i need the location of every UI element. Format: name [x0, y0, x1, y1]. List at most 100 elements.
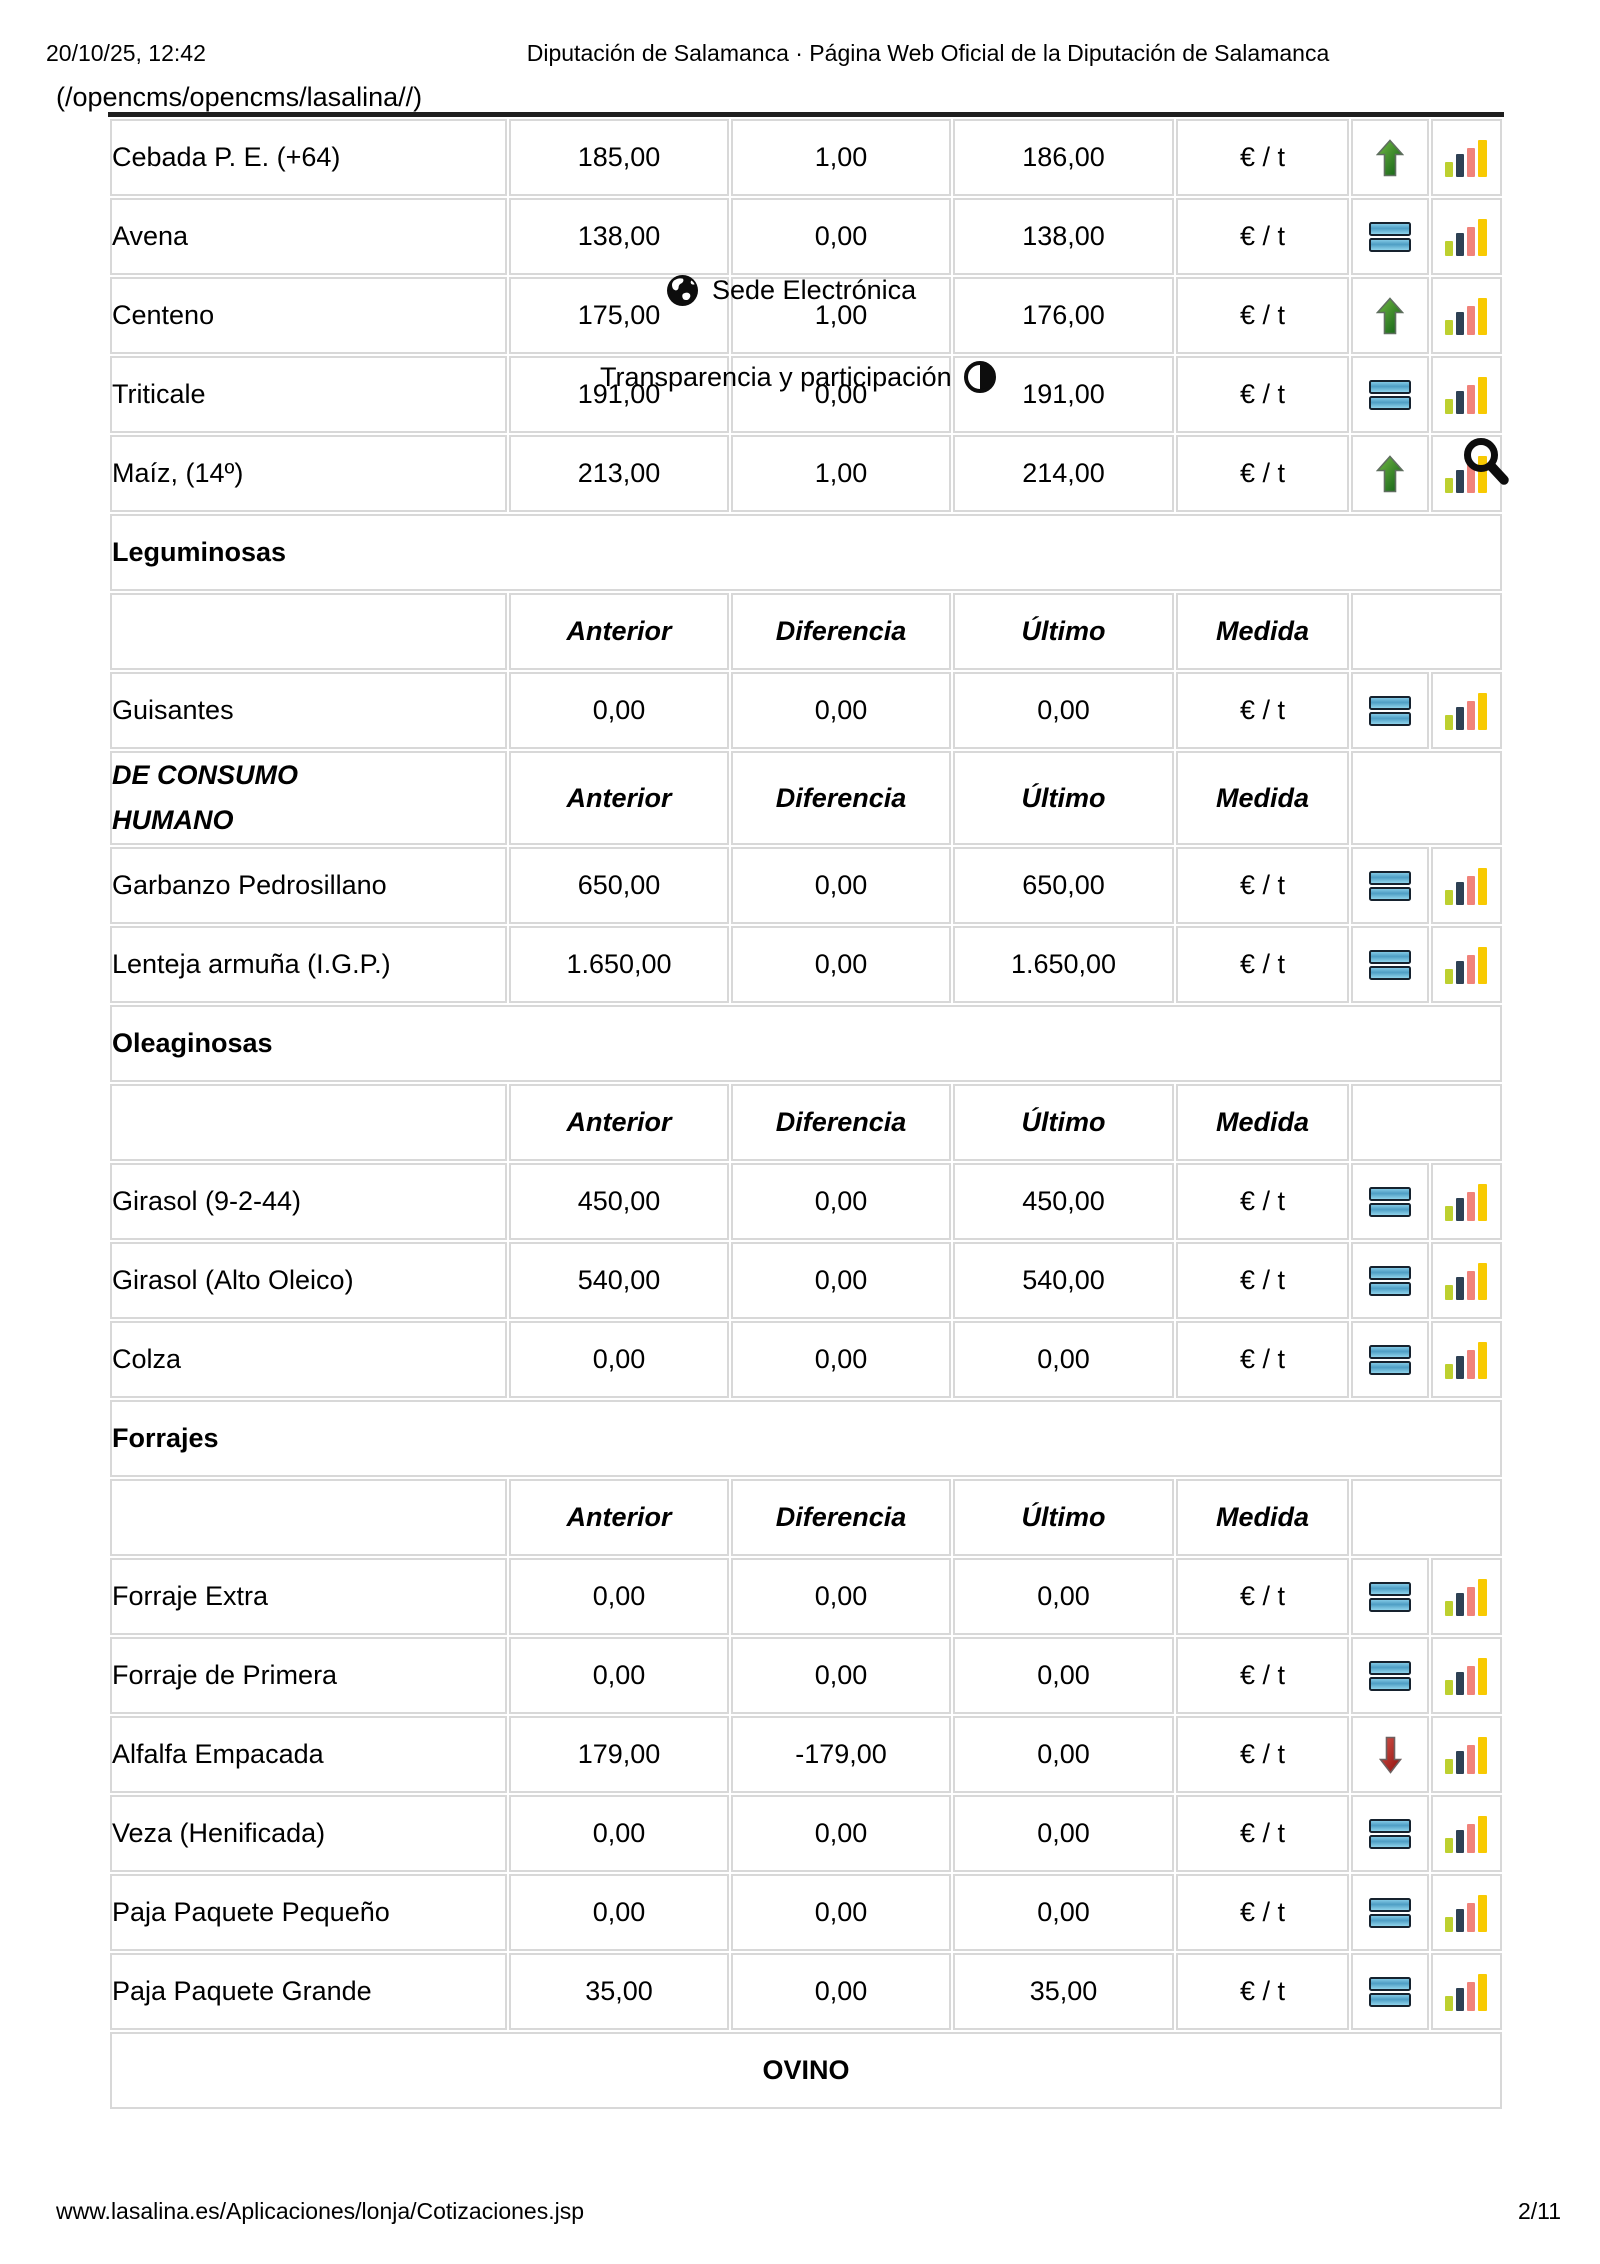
medida-value: € / t [1176, 672, 1349, 749]
globe-icon [667, 275, 698, 306]
header-spacer [1351, 1479, 1502, 1556]
trend-cell [1351, 1637, 1429, 1714]
anterior-value: 650,00 [509, 847, 729, 924]
anterior-value: 175,00 [509, 277, 729, 354]
data-row: Girasol (Alto Oleico) 540,00 0,00 540,00 € /… [110, 1242, 1502, 1319]
footer-page-number: 2/11 [1518, 2198, 1562, 2224]
trend-equal-icon [1369, 380, 1411, 411]
product-label: Girasol (9-2-44) [110, 1163, 507, 1240]
header-row: Anterior Diferencia Último Medida [110, 1479, 1502, 1556]
ultimo-value: 540,00 [953, 1242, 1174, 1319]
ultimo-value: 0,00 [953, 672, 1174, 749]
medida-value: € / t [1176, 1558, 1349, 1635]
product-label: Garbanzo Pedrosillano [110, 847, 507, 924]
chart-link-cell[interactable] [1431, 1716, 1502, 1793]
data-row: Forraje de Primera 0,00 0,00 0,00 € / t [110, 1637, 1502, 1714]
column-header-medida: Medida [1176, 1084, 1349, 1161]
diferencia-value: 0,00 [731, 198, 951, 275]
chart-link-cell[interactable] [1431, 1242, 1502, 1319]
trend-up-icon [1376, 138, 1404, 176]
product-label: Cebada P. E. (+64) [110, 119, 507, 196]
trend-cell [1351, 672, 1429, 749]
chart-link-cell[interactable] [1431, 198, 1502, 275]
data-row: Veza (Henificada) 0,00 0,00 0,00 € / t [110, 1795, 1502, 1872]
product-label: Triticale [110, 356, 507, 433]
chart-link-cell[interactable] [1431, 277, 1502, 354]
chart-link-cell[interactable] [1431, 356, 1502, 433]
trend-equal-icon [1369, 1661, 1411, 1692]
bar-chart-icon [1445, 376, 1487, 414]
data-row: Paja Paquete Grande 35,00 0,00 35,00 € / t [110, 1953, 1502, 2030]
chart-link-cell[interactable] [1431, 847, 1502, 924]
trend-equal-icon [1369, 1898, 1411, 1929]
anterior-value: 540,00 [509, 1242, 729, 1319]
diferencia-value: 1,00 [731, 277, 951, 354]
column-header-medida: Medida [1176, 1479, 1349, 1556]
column-header-medida: Medida [1176, 593, 1349, 670]
data-row: Lenteja armuña (I.G.P.) 1.650,00 0,00 1.650… [110, 926, 1502, 1003]
ultimo-value: 0,00 [953, 1321, 1174, 1398]
ultimo-value: 0,00 [953, 1716, 1174, 1793]
chart-link-cell[interactable] [1431, 1874, 1502, 1951]
nav-item-transparencia[interactable]: Transparencia y participación [600, 361, 996, 393]
column-header-anterior: Anterior [509, 1084, 729, 1161]
chart-link-cell[interactable] [1431, 1163, 1502, 1240]
trend-cell [1351, 1558, 1429, 1635]
bar-chart-icon [1445, 1973, 1487, 2011]
chart-link-cell[interactable] [1431, 926, 1502, 1003]
nav-item-sede-electronica[interactable]: Sede Electrónica [666, 274, 916, 307]
chart-link-cell[interactable] [1431, 1637, 1502, 1714]
product-label: Paja Paquete Grande [110, 1953, 507, 2030]
header-group-label [110, 1084, 507, 1161]
chart-link-cell[interactable] [1431, 672, 1502, 749]
bar-chart-icon [1445, 1815, 1487, 1853]
anterior-value: 450,00 [509, 1163, 729, 1240]
section-row: Oleaginosas [110, 1005, 1502, 1082]
trend-cell [1351, 847, 1429, 924]
trend-cell [1351, 119, 1429, 196]
chart-link-cell[interactable] [1431, 1321, 1502, 1398]
bar-chart-icon [1445, 1262, 1487, 1300]
search-button[interactable] [1460, 436, 1514, 495]
chart-link-cell[interactable] [1431, 1953, 1502, 2030]
ultimo-value: 0,00 [953, 1558, 1174, 1635]
anterior-value: 1.650,00 [509, 926, 729, 1003]
trend-cell [1351, 1953, 1429, 2030]
chart-link-cell[interactable] [1431, 119, 1502, 196]
bar-chart-icon [1445, 297, 1487, 335]
breadcrumb-link[interactable]: (/opencms/opencms/lasalina//) [56, 82, 423, 112]
diferencia-value: -179,00 [731, 1716, 951, 1793]
chart-link-cell[interactable] [1431, 1795, 1502, 1872]
ultimo-value: 0,00 [953, 1795, 1174, 1872]
diferencia-value: 0,00 [731, 672, 951, 749]
bar-chart-icon [1445, 218, 1487, 256]
trend-cell [1351, 198, 1429, 275]
medida-value: € / t [1176, 1321, 1349, 1398]
chart-link-cell[interactable] [1431, 1558, 1502, 1635]
print-datetime: 20/10/25, 12:42 [46, 40, 206, 66]
trend-equal-icon [1369, 1977, 1411, 2008]
anterior-value: 0,00 [509, 672, 729, 749]
ultimo-value: 450,00 [953, 1163, 1174, 1240]
medida-value: € / t [1176, 1953, 1349, 2030]
medida-value: € / t [1176, 277, 1349, 354]
footer-url: www.lasalina.es/Aplicaciones/lonja/Cotiz… [56, 2198, 584, 2224]
magnifier-icon [1464, 438, 1509, 485]
trend-equal-icon [1369, 1187, 1411, 1218]
column-header-anterior: Anterior [509, 593, 729, 670]
column-header-ultimo: Último [953, 1479, 1174, 1556]
column-header-diferencia: Diferencia [731, 593, 951, 670]
diferencia-value: 0,00 [731, 847, 951, 924]
data-row: Colza 0,00 0,00 0,00 € / t [110, 1321, 1502, 1398]
anterior-value: 179,00 [509, 1716, 729, 1793]
diferencia-value: 0,00 [731, 1953, 951, 2030]
trend-cell [1351, 1321, 1429, 1398]
ultimo-value: 650,00 [953, 847, 1174, 924]
section-row: Forrajes [110, 1400, 1502, 1477]
product-label: Forraje de Primera [110, 1637, 507, 1714]
trend-cell [1351, 1795, 1429, 1872]
product-label: Guisantes [110, 672, 507, 749]
column-header-ultimo: Último [953, 751, 1174, 845]
